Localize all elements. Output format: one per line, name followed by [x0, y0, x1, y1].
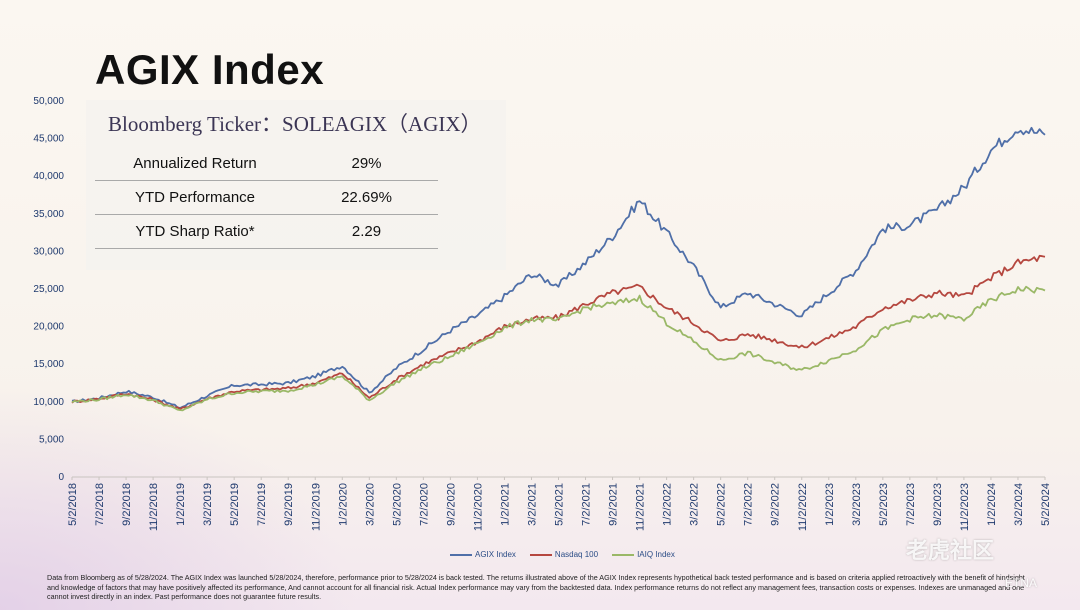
x-tick-label: 11/2/2019 [310, 483, 322, 531]
y-tick-label: 45,000 [33, 134, 64, 145]
y-tick-label: 15,000 [33, 359, 64, 370]
x-tick-label: 1/2/2023 [824, 483, 836, 526]
series-line-nasdaq-100 [71, 254, 1046, 410]
stats-row-ytd-performance: YTD Performance 22.69% [95, 181, 438, 215]
x-tick-label: 5/2/2023 [878, 483, 890, 526]
y-tick-label: 0 [58, 472, 64, 483]
x-tick-label: 9/2/2019 [283, 483, 295, 526]
legend-label: Nasdaq 100 [554, 550, 599, 559]
x-tick-label: 9/2/2020 [445, 483, 457, 526]
info-panel [86, 100, 506, 270]
y-tick-label: 10,000 [33, 397, 64, 408]
stats-label: YTD Sharp Ratio* [135, 223, 255, 240]
y-tick-label: 35,000 [33, 209, 64, 220]
x-tick-label: 11/2/2020 [472, 483, 484, 531]
legend-item-agix: AGIX Index [450, 550, 516, 559]
x-tick-label: 7/2/2019 [256, 483, 268, 526]
y-tick-label: 40,000 [33, 171, 64, 182]
stats-value: 29% [351, 155, 382, 172]
x-tick-label: 3/2/2019 [202, 483, 214, 526]
x-tick-label: 11/2/2018 [148, 483, 160, 531]
y-tick-label: 25,000 [33, 284, 64, 295]
x-tick-label: 7/2/2021 [581, 483, 593, 526]
x-tick-label: 9/2/2022 [770, 483, 782, 526]
legend-item-iaiq: IAIQ Index [612, 550, 675, 559]
legend-label: IAIQ Index [637, 550, 675, 559]
x-tick-label: 1/2/2020 [337, 483, 349, 526]
stats-row-ytd-sharp-ratio: YTD Sharp Ratio* 2.29 [95, 215, 438, 249]
stats-label: Annualized Return [133, 155, 257, 172]
x-tick-label: 1/2/2021 [499, 483, 511, 526]
stats-label: YTD Performance [134, 189, 256, 206]
legend-swatch [612, 553, 635, 556]
x-tick-label: 11/2/2021 [635, 483, 647, 531]
x-tick-label: 5/2/2021 [554, 483, 566, 526]
x-tick-label: 11/2/2023 [959, 483, 971, 531]
y-tick-label: 20,000 [33, 322, 64, 333]
stats-value: 22.69% [341, 189, 392, 206]
page-title: AGIX Index [95, 46, 325, 93]
legend-swatch [529, 553, 552, 556]
x-tick-label: 7/2/2022 [743, 483, 755, 526]
x-tick-label: 7/2/2020 [418, 483, 430, 526]
background-tint [0, 380, 360, 610]
stats-table: Annualized Return 29% YTD Performance 22… [95, 147, 438, 249]
watermark-sub: ETNA [1005, 576, 1038, 590]
x-tick-label: 5/2/2024 [1040, 483, 1052, 526]
x-tick-label: 1/2/2022 [662, 483, 674, 526]
watermark-logo: 老虎社区 [906, 538, 995, 563]
x-tick-label: 5/2/2018 [67, 483, 79, 526]
y-tick-label: 30,000 [33, 246, 64, 257]
series-line-iaiq-index [71, 285, 1046, 412]
legend-swatch [450, 553, 472, 556]
x-tick-label: 1/2/2019 [175, 483, 187, 526]
x-tick-label: 1/2/2024 [986, 483, 998, 526]
bloomberg-ticker: Bloomberg Ticker：SOLEAGIX（AGIX） [108, 112, 482, 136]
y-tick-label: 50,000 [33, 96, 64, 107]
x-tick-label: 11/2/2022 [797, 483, 809, 531]
x-tick-label: 7/2/2018 [94, 483, 106, 526]
x-tick-label: 3/2/2023 [851, 483, 863, 526]
x-tick-label: 3/2/2021 [526, 483, 538, 526]
x-tick-label: 9/2/2021 [608, 483, 620, 526]
legend-label: AGIX Index [475, 550, 516, 559]
y-tick-label: 5,000 [39, 434, 64, 445]
stats-value: 2.29 [351, 223, 382, 240]
stats-row-annualized-return: Annualized Return 29% [95, 147, 438, 181]
x-tick-label: 9/2/2018 [121, 483, 133, 526]
legend-item-nasdaq: Nasdaq 100 [529, 550, 599, 559]
x-tick-label: 3/2/2024 [1013, 483, 1025, 526]
x-tick-label: 7/2/2023 [905, 483, 917, 526]
x-tick-label: 5/2/2020 [391, 483, 403, 526]
x-tick-label: 3/2/2020 [364, 483, 376, 526]
x-tick-label: 9/2/2023 [932, 483, 944, 526]
chart-legend: AGIX Index Nasdaq 100 IAIQ Index [450, 550, 675, 559]
x-tick-label: 5/2/2019 [229, 483, 241, 526]
series-line-agix-index [71, 126, 1046, 409]
x-tick-label: 5/2/2022 [716, 483, 728, 526]
disclaimer-text: Data from Bloomberg as of 5/28/2024. The… [47, 573, 1025, 601]
x-tick-label: 3/2/2022 [689, 483, 701, 526]
